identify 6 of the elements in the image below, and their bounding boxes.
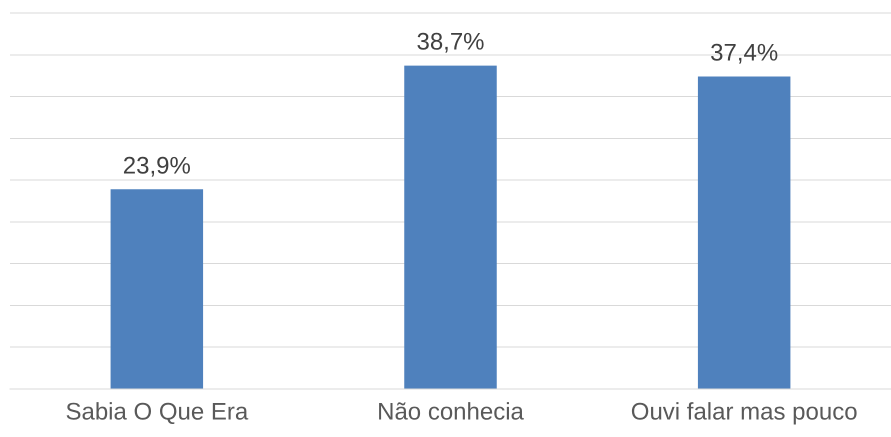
data-label: 37,4% — [710, 40, 778, 66]
data-label: 38,7% — [416, 28, 485, 56]
x-tick-label: Sabia O Que Era — [65, 398, 249, 426]
x-tick-label: Ouvi falar mas pouco — [630, 398, 858, 426]
data-label: 23,9% — [122, 152, 191, 180]
x-tick-label: Não conhecia — [377, 398, 525, 426]
